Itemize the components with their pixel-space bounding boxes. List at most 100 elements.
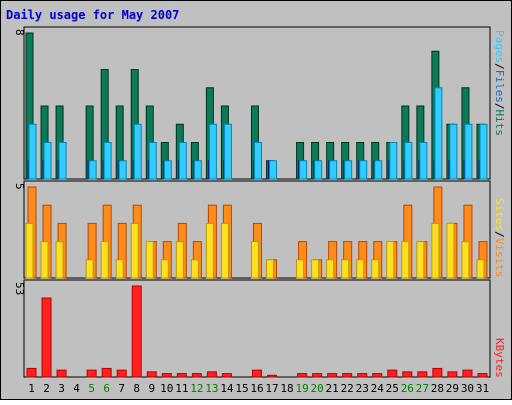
bar-kbytes-9 (146, 371, 157, 378)
bar-pages-6 (103, 142, 112, 180)
bar-sites-27 (416, 241, 425, 279)
bar-sites-19 (296, 259, 305, 279)
bar-sites-21 (326, 259, 335, 279)
bar-kbytes-13 (206, 371, 217, 378)
bar-kbytes-24 (372, 373, 383, 378)
bar-sites-6 (100, 241, 109, 279)
bar-kbytes-30 (462, 369, 473, 378)
x-axis-tick-labels: 1 2 3 4 5 6 7 8 9 10 11 12 13 14 15 16 17 18 19 20 21 22 23 24 2… (28, 382, 489, 395)
bar-kbytes-27 (417, 371, 428, 378)
bar-sites-23 (356, 259, 365, 279)
legend-text: KBytes (493, 338, 506, 378)
bar-pages-25 (389, 142, 398, 180)
bar-kbytes-22 (342, 373, 353, 378)
x-tick-label-5: 5 (88, 382, 95, 395)
legend-hits-files-pages: Pages/Files/Hits (493, 30, 506, 136)
legend-separator: / (493, 103, 506, 110)
bar-sites-17 (266, 259, 275, 279)
x-tick-label-29: 29 (446, 382, 459, 395)
bar-sites-12 (190, 259, 199, 279)
bar-kbytes-8 (131, 285, 142, 378)
y-max-label: 8 (13, 29, 26, 36)
x-tick-label-31: 31 (476, 382, 489, 395)
bar-pages-20 (314, 160, 323, 180)
x-tick-label-18: 18 (280, 382, 293, 395)
bar-pages-26 (404, 142, 413, 180)
x-tick-label-3: 3 (58, 382, 65, 395)
bar-sites-16 (250, 241, 259, 279)
bar-sites-2 (40, 241, 49, 279)
x-tick-label-30: 30 (461, 382, 474, 395)
bar-pages-24 (374, 160, 383, 180)
x-tick-label-11: 11 (175, 382, 188, 395)
bar-pages-7 (118, 160, 127, 180)
bar-sites-31 (476, 259, 485, 279)
bar-pages-11 (178, 142, 187, 180)
bar-pages-10 (163, 160, 172, 180)
bar-sites-8 (130, 222, 139, 279)
bar-pages-2 (43, 142, 52, 180)
x-tick-label-9: 9 (148, 382, 155, 395)
bar-kbytes-23 (357, 373, 368, 378)
bar-kbytes-26 (402, 371, 413, 378)
bar-pages-30 (464, 123, 473, 180)
legend-pages: Pages (493, 30, 506, 63)
chart-title: Daily usage for May 2007 (6, 8, 179, 22)
bar-sites-7 (115, 259, 124, 279)
x-tick-label-2: 2 (43, 382, 50, 395)
bar-kbytes-2 (41, 297, 52, 378)
bar-pages-1 (28, 123, 37, 180)
bar-sites-22 (341, 259, 350, 279)
x-tick-label-13: 13 (205, 382, 218, 395)
legend-separator: / (493, 231, 506, 238)
legend-files: Files (493, 70, 506, 103)
bar-pages-27 (419, 142, 428, 180)
x-tick-label-1: 1 (28, 382, 35, 395)
bar-sites-13 (205, 222, 214, 279)
bar-pages-12 (193, 160, 202, 180)
bar-kbytes-10 (161, 373, 172, 378)
bar-kbytes-28 (432, 367, 443, 378)
bar-kbytes-19 (297, 373, 308, 378)
bar-kbytes-16 (251, 369, 262, 378)
y-max-label: 53 (13, 282, 26, 295)
bar-sites-29 (446, 222, 455, 279)
legend-text: Pages/Files/Hits (493, 30, 506, 136)
chart-panels: 8 5 53 (13, 26, 491, 378)
bar-sites-24 (371, 259, 380, 279)
bar-sites-28 (431, 222, 440, 279)
bar-pages-19 (299, 160, 308, 180)
bar-sites-3 (55, 241, 64, 279)
x-tick-label-4: 4 (73, 382, 80, 395)
x-tick-label-20: 20 (311, 382, 324, 395)
bar-pages-5 (88, 160, 97, 180)
bar-kbytes-3 (56, 369, 67, 378)
bar-pages-9 (148, 142, 157, 180)
bar-kbytes-11 (176, 373, 187, 378)
bar-sites-10 (160, 259, 169, 279)
x-tick-label-26: 26 (401, 382, 414, 395)
bar-pages-21 (329, 160, 338, 180)
x-tick-label-15: 15 (235, 382, 248, 395)
panel-1: 8 (13, 26, 491, 180)
panel-frame (23, 279, 491, 378)
bar-kbytes-1 (26, 367, 37, 378)
x-tick-label-28: 28 (431, 382, 444, 395)
bar-sites-25 (386, 241, 395, 279)
bar-sites-30 (461, 241, 470, 279)
bar-pages-17 (269, 160, 278, 180)
x-tick-label-14: 14 (220, 382, 234, 395)
bar-pages-29 (449, 123, 458, 180)
x-tick-label-8: 8 (133, 382, 140, 395)
x-tick-label-12: 12 (190, 382, 203, 395)
panel-2: 5 (13, 180, 491, 279)
x-tick-label-10: 10 (160, 382, 173, 395)
bar-kbytes-6 (101, 367, 112, 378)
bar-kbytes-20 (312, 373, 323, 378)
bar-kbytes-7 (116, 369, 127, 378)
bar-sites-1 (25, 222, 34, 279)
bar-pages-13 (208, 123, 217, 180)
x-tick-label-7: 7 (118, 382, 125, 395)
